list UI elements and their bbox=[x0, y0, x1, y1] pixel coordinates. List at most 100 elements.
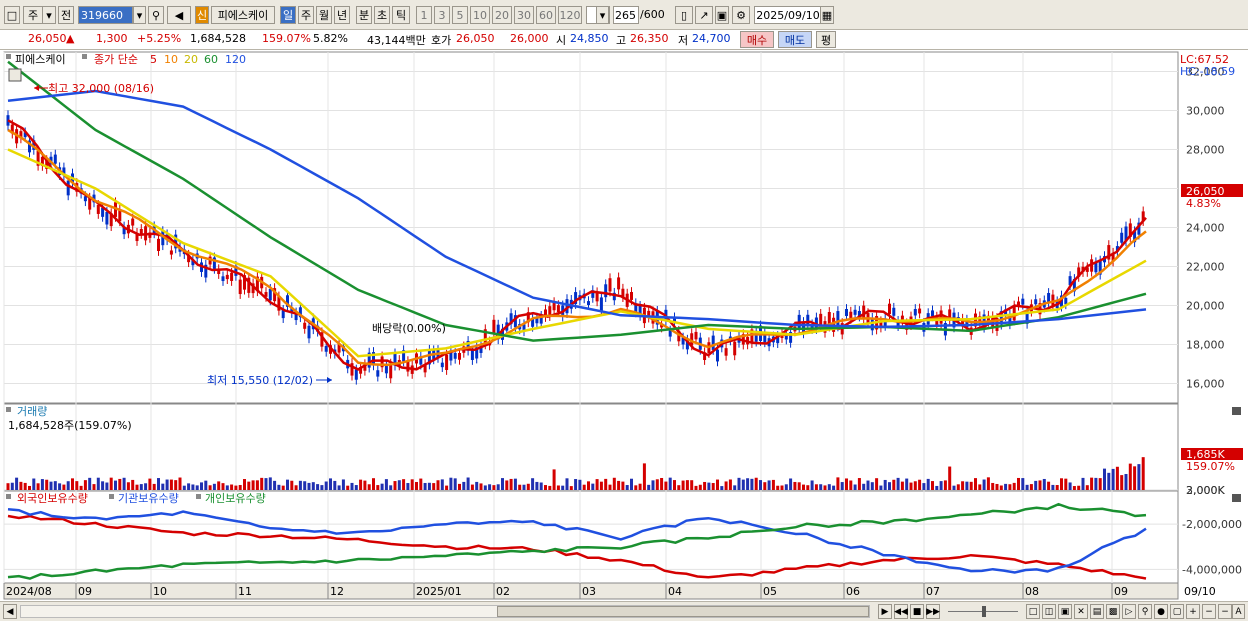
volume-bar bbox=[1051, 484, 1055, 490]
volume-bar bbox=[612, 477, 616, 490]
period-second[interactable]: 초 bbox=[374, 6, 390, 24]
fast-forward-icon[interactable]: ▶▶ bbox=[926, 604, 940, 619]
reset-zoom-icon[interactable]: − bbox=[1218, 604, 1232, 619]
period-month[interactable]: 월 bbox=[316, 6, 332, 24]
chart-area[interactable]: 32,00030,00028,00026,00024,00022,00020,0… bbox=[0, 50, 1248, 602]
stop-icon[interactable]: ■ bbox=[910, 604, 924, 619]
minute-20[interactable]: 20 bbox=[492, 6, 512, 24]
sound-icon[interactable]: ◀ bbox=[167, 6, 191, 24]
chart-menu-icon[interactable]: □ bbox=[4, 6, 20, 24]
save-icon[interactable]: ▣ bbox=[715, 6, 729, 24]
zoom-in-icon[interactable]: + bbox=[1186, 604, 1200, 619]
minute-5[interactable]: 5 bbox=[452, 6, 468, 24]
avg-button[interactable]: 평 bbox=[816, 31, 836, 48]
period-minute[interactable]: 분 bbox=[356, 6, 372, 24]
count-input[interactable]: 265 bbox=[613, 6, 639, 24]
lock-icon[interactable]: ● bbox=[1154, 604, 1168, 619]
volume-bar bbox=[384, 479, 388, 490]
scroll-right-icon[interactable]: ▶ bbox=[878, 604, 892, 619]
close-panel-icon[interactable] bbox=[1232, 407, 1241, 415]
prev-button[interactable]: 전 bbox=[58, 6, 74, 24]
candle-body bbox=[419, 356, 423, 365]
scroll-thumb[interactable] bbox=[497, 606, 869, 617]
stock-chart-svg[interactable]: 32,00030,00028,00026,00024,00022,00020,0… bbox=[0, 50, 1248, 602]
close-panel-icon[interactable] bbox=[1232, 494, 1241, 502]
minute-1[interactable]: 1 bbox=[416, 6, 432, 24]
stock-code-input[interactable]: 319660 bbox=[78, 6, 133, 24]
ma-lines bbox=[7, 60, 1147, 371]
candle-body bbox=[393, 353, 397, 366]
volume-bar bbox=[724, 481, 728, 490]
volume-bar bbox=[982, 479, 986, 490]
magnify-icon[interactable]: ⚲ bbox=[1138, 604, 1152, 619]
period-day[interactable]: 일 bbox=[280, 6, 296, 24]
holdings-tick-label: -2,000,000 bbox=[1182, 518, 1242, 531]
candle-body bbox=[88, 197, 92, 210]
buy-button[interactable]: 매수 bbox=[740, 31, 774, 48]
sell-button[interactable]: 매도 bbox=[778, 31, 812, 48]
code-dropdown-icon[interactable]: ▾ bbox=[133, 6, 146, 24]
minute-120[interactable]: 120 bbox=[558, 6, 582, 24]
print-icon[interactable]: ▩ bbox=[1106, 604, 1120, 619]
volume-bar bbox=[1098, 478, 1102, 490]
volume-bar bbox=[178, 477, 182, 490]
volume-bar bbox=[427, 482, 431, 490]
candle-body bbox=[922, 322, 926, 332]
volume-bar bbox=[565, 478, 569, 490]
export-icon[interactable]: ▷ bbox=[1122, 604, 1136, 619]
crosshair-icon[interactable]: ✕ bbox=[1074, 604, 1088, 619]
candle-body bbox=[612, 292, 616, 301]
candle-body bbox=[845, 309, 848, 317]
candle-body bbox=[974, 313, 977, 327]
volume-bar bbox=[187, 483, 191, 490]
chart-scrollbar[interactable]: ◀ ▶ ◀◀ ■ ▶▶ □ ◫ ▣ ✕ ▤ ▩ ▷ ⚲ ● ▢ + − − A bbox=[0, 601, 1248, 621]
interval-dropdown-icon[interactable]: ▾ bbox=[596, 6, 609, 24]
zoom-out-icon[interactable]: − bbox=[1202, 604, 1216, 619]
copy-icon[interactable]: ▣ bbox=[1058, 604, 1072, 619]
period-week[interactable]: 주 bbox=[298, 6, 314, 24]
volume-bar bbox=[1012, 482, 1016, 490]
ma-legend-120: 120 bbox=[225, 53, 246, 66]
candle-body bbox=[604, 284, 608, 298]
stock-name-field[interactable]: 피에스케이 bbox=[211, 6, 275, 24]
zoom-slider-handle[interactable] bbox=[982, 606, 986, 617]
volume-bar bbox=[1064, 478, 1068, 490]
volume-bar bbox=[449, 477, 453, 490]
candle-body bbox=[694, 331, 698, 340]
volume-bar bbox=[212, 483, 216, 490]
rewind-icon[interactable]: ◀◀ bbox=[894, 604, 908, 619]
scroll-left-icon[interactable]: ◀ bbox=[3, 604, 17, 619]
auto-scale-icon[interactable]: A bbox=[1232, 604, 1245, 619]
gear-icon[interactable]: ⚙ bbox=[732, 6, 750, 24]
calendar-icon[interactable]: ▦ bbox=[820, 6, 834, 24]
volume-bar bbox=[191, 484, 195, 490]
market-select[interactable]: 주 bbox=[23, 6, 43, 24]
layout-split-icon[interactable]: ◫ bbox=[1042, 604, 1056, 619]
layout-icon[interactable]: □ bbox=[1026, 604, 1040, 619]
minute-3[interactable]: 3 bbox=[434, 6, 450, 24]
scroll-track[interactable] bbox=[20, 605, 870, 618]
minute-30[interactable]: 30 bbox=[514, 6, 534, 24]
image-icon[interactable]: ▤ bbox=[1090, 604, 1104, 619]
holdings-title-individual: 개인보유수량 bbox=[205, 492, 266, 505]
volume-bar bbox=[277, 484, 281, 490]
table-icon[interactable] bbox=[8, 68, 22, 82]
candle-body bbox=[548, 306, 552, 317]
minute-60[interactable]: 60 bbox=[536, 6, 556, 24]
minute-10[interactable]: 10 bbox=[470, 6, 490, 24]
market-dropdown-icon[interactable]: ▾ bbox=[42, 6, 56, 24]
candle-body bbox=[187, 254, 191, 263]
candle-body bbox=[466, 340, 470, 351]
volume-bar bbox=[823, 485, 827, 490]
date-input[interactable]: 2025/09/10 bbox=[754, 6, 822, 24]
draw-tool-icon[interactable]: ↗ bbox=[695, 6, 713, 24]
period-year[interactable]: 년 bbox=[334, 6, 350, 24]
volume-bar bbox=[599, 481, 603, 490]
window-icon[interactable]: ▢ bbox=[1170, 604, 1184, 619]
volume-bar bbox=[617, 480, 621, 490]
candle-body bbox=[711, 335, 715, 350]
search-icon[interactable]: ⚲ bbox=[148, 6, 164, 24]
volume-bar bbox=[324, 481, 328, 490]
period-tick[interactable]: 틱 bbox=[392, 6, 410, 24]
candle-type-icon[interactable]: ▯ bbox=[675, 6, 693, 24]
